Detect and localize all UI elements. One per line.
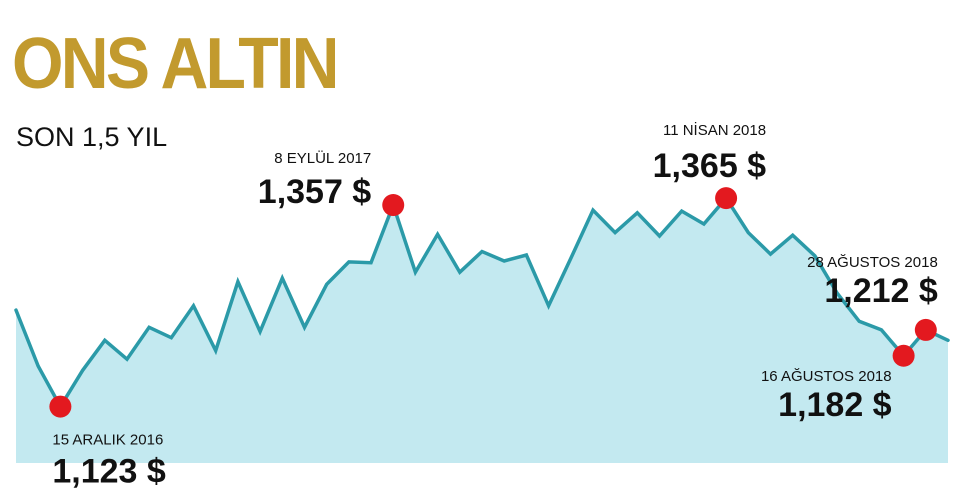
annotation-2: 11 NİSAN 2018 1,365 $ (653, 121, 767, 210)
annotation-value-label: 1,365 $ (653, 147, 767, 185)
annotation-date-label: 11 NİSAN 2018 (663, 121, 766, 139)
annotation-date-label: 8 EYLÜL 2017 (274, 149, 371, 167)
data-point-marker (382, 194, 405, 217)
annotation-date-label: 15 ARALIK 2016 (52, 432, 163, 449)
annotation-date-label: 16 AĞUSTOS 2018 (761, 368, 892, 385)
annotation-value-label: 1,123 $ (52, 453, 166, 491)
data-point-marker (715, 187, 738, 210)
annotation-value-label: 1,212 $ (824, 272, 938, 310)
chart-subtitle: SON 1,5 YIL (16, 122, 168, 152)
annotation-value-label: 1,357 $ (258, 173, 372, 211)
annotation-value-label: 1,182 $ (778, 386, 892, 424)
annotation-0: 15 ARALIK 2016 1,123 $ (49, 395, 166, 491)
chart-title: ONS ALTIN (12, 24, 339, 104)
data-point-marker (49, 395, 72, 418)
annotation-date-label: 28 AĞUSTOS 2018 (807, 254, 938, 271)
series-area (16, 198, 948, 463)
series-line (14, 195, 950, 411)
data-point-marker (892, 344, 915, 367)
data-point-marker (914, 318, 937, 341)
annotation-1: 8 EYLÜL 2017 1,357 $ (258, 149, 405, 217)
